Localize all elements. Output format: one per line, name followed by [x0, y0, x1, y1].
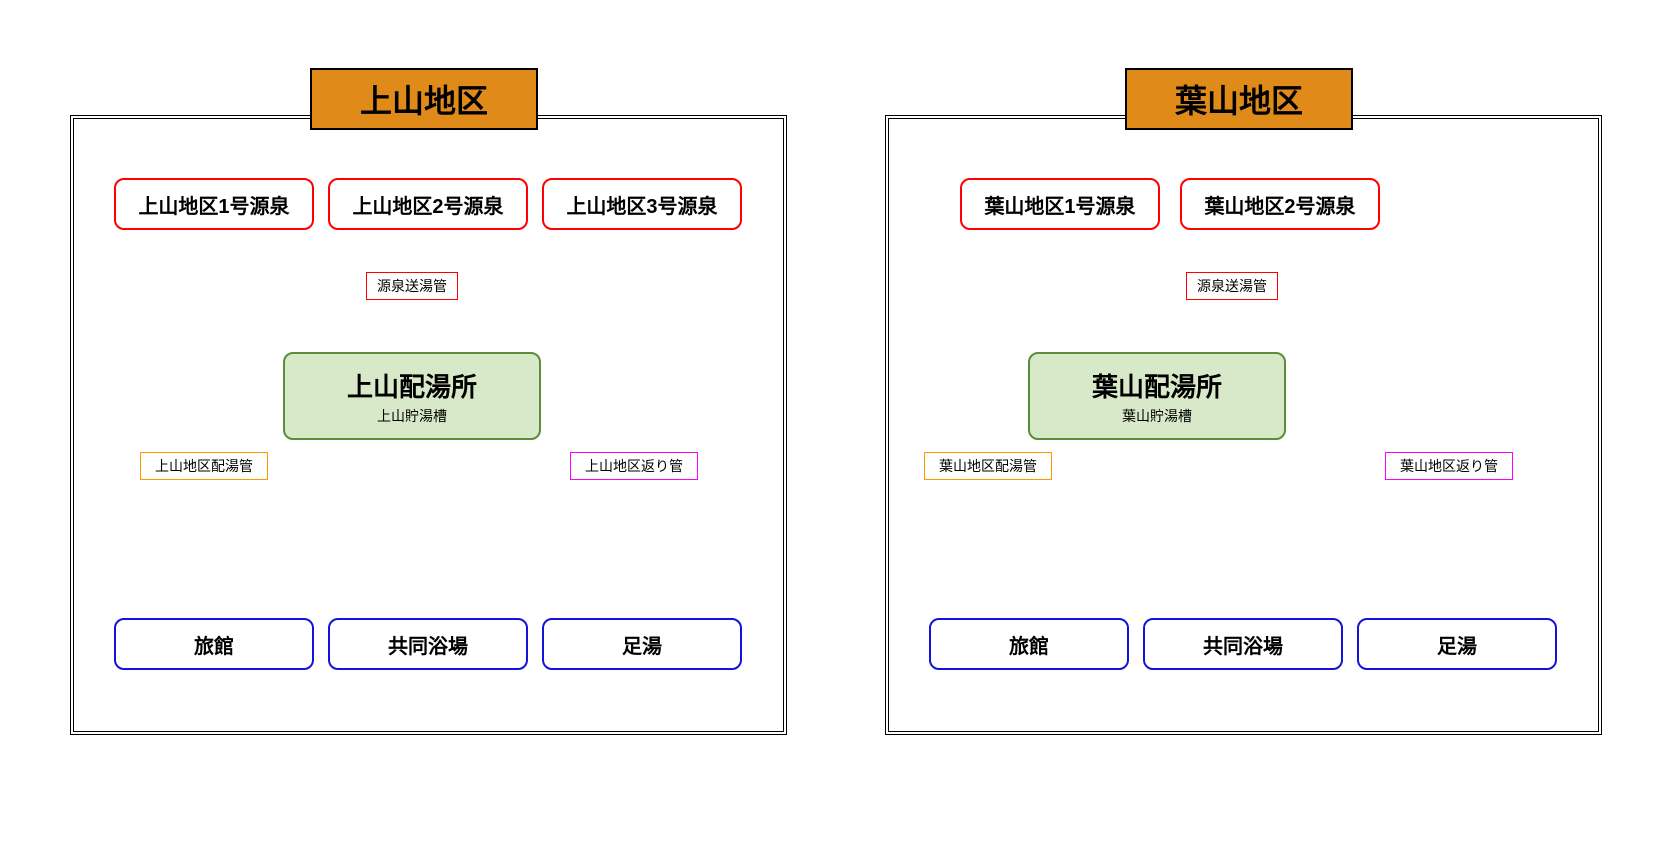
pipe-label: 上山地区返り管: [570, 452, 698, 480]
diagram-canvas: 上山地区上山地区1号源泉上山地区2号源泉上山地区3号源泉上山配湯所上山貯湯槽旅館…: [0, 0, 1674, 845]
source-node: 葉山地区2号源泉: [1180, 178, 1380, 230]
dest-node: 旅館: [114, 618, 314, 670]
dest-node: 足湯: [1357, 618, 1557, 670]
source-node: 上山地区1号源泉: [114, 178, 314, 230]
pipe-label: 上山地区配湯管: [140, 452, 268, 480]
dest-node: 足湯: [542, 618, 742, 670]
pipe-label: 葉山地区配湯管: [924, 452, 1052, 480]
pipe-label: 源泉送湯管: [366, 272, 458, 300]
pipe-label: 葉山地区返り管: [1385, 452, 1513, 480]
center-node-hayama: 葉山配湯所葉山貯湯槽: [1028, 352, 1286, 440]
center-node-sub: 上山貯湯槽: [377, 406, 447, 426]
dest-node: 共同浴場: [328, 618, 528, 670]
panel-title-kamiyama: 上山地区: [310, 68, 538, 130]
center-node-sub: 葉山貯湯槽: [1122, 406, 1192, 426]
pipe-label: 源泉送湯管: [1186, 272, 1278, 300]
center-node-title: 葉山配湯所: [1092, 367, 1222, 404]
center-node-title: 上山配湯所: [347, 367, 477, 404]
dest-node: 旅館: [929, 618, 1129, 670]
dest-node: 共同浴場: [1143, 618, 1343, 670]
source-node: 葉山地区1号源泉: [960, 178, 1160, 230]
panel-title-hayama: 葉山地区: [1125, 68, 1353, 130]
source-node: 上山地区2号源泉: [328, 178, 528, 230]
center-node-kamiyama: 上山配湯所上山貯湯槽: [283, 352, 541, 440]
source-node: 上山地区3号源泉: [542, 178, 742, 230]
